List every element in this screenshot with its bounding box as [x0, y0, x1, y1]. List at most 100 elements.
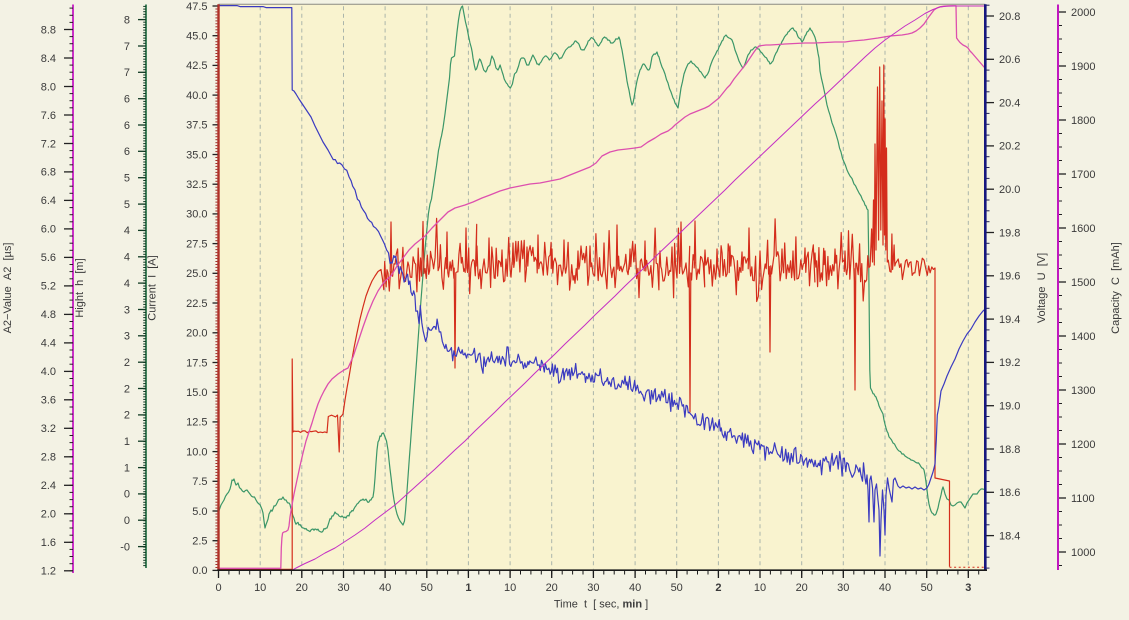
svg-text:30.0: 30.0 [186, 209, 207, 221]
svg-text:2: 2 [124, 410, 130, 422]
svg-text:6: 6 [124, 120, 130, 132]
svg-text:1700: 1700 [1071, 169, 1095, 181]
svg-text:4.0: 4.0 [41, 366, 56, 378]
svg-text:18.6: 18.6 [999, 487, 1020, 499]
svg-text:50: 50 [671, 582, 683, 594]
svg-text:20: 20 [546, 582, 558, 594]
svg-text:50: 50 [921, 582, 933, 594]
svg-text:5: 5 [124, 173, 130, 185]
svg-text:8: 8 [124, 14, 130, 26]
svg-text:7: 7 [124, 67, 130, 79]
svg-text:6: 6 [124, 94, 130, 106]
svg-text:0: 0 [215, 582, 221, 594]
svg-text:1400: 1400 [1071, 331, 1095, 343]
svg-text:2.5: 2.5 [192, 536, 207, 548]
svg-text:47.5: 47.5 [186, 1, 207, 13]
svg-text:7: 7 [124, 41, 130, 53]
svg-text:7.2: 7.2 [41, 138, 56, 150]
svg-text:1000: 1000 [1071, 547, 1095, 559]
svg-text:10: 10 [254, 582, 266, 594]
svg-text:1: 1 [465, 582, 471, 594]
svg-text:27.5: 27.5 [186, 238, 207, 250]
svg-text:40: 40 [379, 582, 391, 594]
svg-text:1.2: 1.2 [41, 566, 56, 578]
svg-text:1900: 1900 [1071, 61, 1095, 73]
svg-text:20.6: 20.6 [999, 54, 1020, 66]
svg-text:1300: 1300 [1071, 385, 1095, 397]
svg-text:20: 20 [296, 582, 308, 594]
svg-text:42.5: 42.5 [186, 60, 207, 72]
svg-text:Voltage U [V]: Voltage U [V] [1036, 253, 1048, 323]
svg-text:1100: 1100 [1071, 493, 1095, 505]
svg-text:1600: 1600 [1071, 223, 1095, 235]
svg-text:19.8: 19.8 [999, 227, 1020, 239]
svg-text:37.5: 37.5 [186, 120, 207, 132]
svg-text:2: 2 [124, 357, 130, 369]
svg-text:6.8: 6.8 [41, 167, 56, 179]
svg-text:8.0: 8.0 [41, 81, 56, 93]
svg-text:25.0: 25.0 [186, 268, 207, 280]
svg-text:18.8: 18.8 [999, 444, 1020, 456]
svg-text:6.0: 6.0 [41, 224, 56, 236]
svg-text:2: 2 [124, 383, 130, 395]
svg-text:2.0: 2.0 [41, 509, 56, 521]
svg-text:0: 0 [124, 515, 130, 527]
svg-text:32.5: 32.5 [186, 179, 207, 191]
svg-text:5: 5 [124, 199, 130, 211]
svg-text:Capacity C [mAh]: Capacity C [mAh] [1110, 242, 1122, 334]
svg-text:4: 4 [124, 252, 130, 264]
svg-text:2: 2 [715, 582, 721, 594]
svg-text:3.2: 3.2 [41, 423, 56, 435]
svg-text:18.4: 18.4 [999, 530, 1020, 542]
svg-text:20.2: 20.2 [999, 141, 1020, 153]
svg-text:20.0: 20.0 [186, 328, 207, 340]
svg-text:30: 30 [587, 582, 599, 594]
svg-text:8.8: 8.8 [41, 24, 56, 36]
svg-text:1500: 1500 [1071, 277, 1095, 289]
svg-text:0.0: 0.0 [192, 565, 207, 577]
svg-text:1800: 1800 [1071, 115, 1095, 127]
svg-text:20: 20 [796, 582, 808, 594]
svg-text:Current I [A]: Current I [A] [147, 255, 159, 320]
svg-text:45.0: 45.0 [186, 31, 207, 43]
svg-text:10: 10 [754, 582, 766, 594]
svg-text:12.5: 12.5 [186, 417, 207, 429]
svg-text:30: 30 [837, 582, 849, 594]
svg-text:1: 1 [124, 436, 130, 448]
svg-text:6: 6 [124, 146, 130, 158]
svg-text:22.5: 22.5 [186, 298, 207, 310]
svg-text:19.6: 19.6 [999, 271, 1020, 283]
svg-text:-0: -0 [120, 541, 130, 553]
svg-text:50: 50 [421, 582, 433, 594]
svg-text:1.6: 1.6 [41, 537, 56, 549]
svg-text:40.0: 40.0 [186, 90, 207, 102]
svg-text:2.4: 2.4 [41, 480, 56, 492]
svg-text:19.0: 19.0 [999, 401, 1020, 413]
svg-text:1: 1 [124, 462, 130, 474]
svg-text:3.6: 3.6 [41, 395, 56, 407]
svg-text:20.0: 20.0 [999, 184, 1020, 196]
svg-text:2000: 2000 [1071, 7, 1095, 19]
svg-text:3: 3 [124, 331, 130, 343]
svg-text:40: 40 [879, 582, 891, 594]
svg-text:1200: 1200 [1071, 439, 1095, 451]
svg-text:5.0: 5.0 [192, 506, 207, 518]
svg-text:2.8: 2.8 [41, 452, 56, 464]
svg-text:19.4: 19.4 [999, 314, 1020, 326]
svg-text:30: 30 [337, 582, 349, 594]
svg-text:17.5: 17.5 [186, 357, 207, 369]
svg-text:7.5: 7.5 [192, 476, 207, 488]
svg-text:Hight h [m]: Hight h [m] [74, 258, 86, 317]
svg-text:3: 3 [965, 582, 971, 594]
svg-text:4: 4 [124, 278, 130, 290]
svg-text:4.4: 4.4 [41, 338, 56, 350]
svg-text:20.8: 20.8 [999, 11, 1020, 23]
svg-text:5.2: 5.2 [41, 281, 56, 293]
svg-text:0: 0 [124, 489, 130, 501]
svg-text:10: 10 [504, 582, 516, 594]
svg-text:19.2: 19.2 [999, 357, 1020, 369]
svg-text:20.4: 20.4 [999, 97, 1020, 109]
svg-text:4.8: 4.8 [41, 309, 56, 321]
svg-text:10.0: 10.0 [186, 446, 207, 458]
svg-text:40: 40 [629, 582, 641, 594]
